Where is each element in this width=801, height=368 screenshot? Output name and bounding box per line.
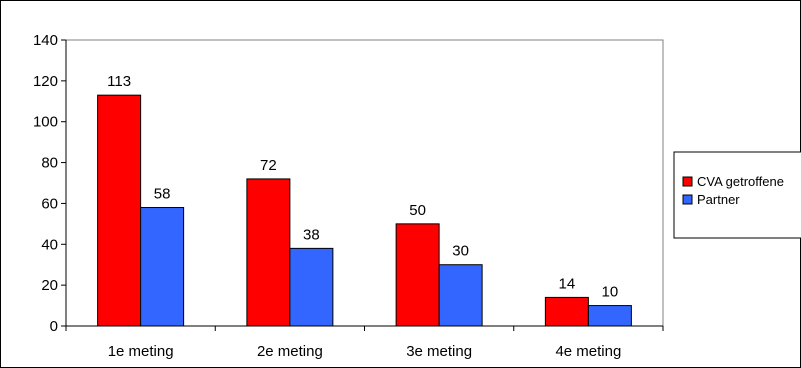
legend: CVA getroffene Partner <box>673 151 801 239</box>
data-label: 10 <box>602 284 619 301</box>
data-labels-layer: 113 72 50 14 58 38 30 10 <box>107 73 618 300</box>
bar <box>395 223 440 327</box>
data-label: 58 <box>154 186 171 203</box>
data-label: 14 <box>559 275 576 292</box>
axes-layer: 0 20 40 60 80 100 120 140 1e meting 2e meting 3e m… <box>33 32 664 360</box>
bar <box>246 178 291 327</box>
x-tick-label: 2e meting <box>257 343 323 360</box>
bar <box>97 94 142 327</box>
x-tick-label: 4e meting <box>555 343 621 360</box>
bar <box>289 247 334 327</box>
data-label: 38 <box>303 226 320 243</box>
y-tick-label: 100 <box>33 114 58 131</box>
y-tick-label: 120 <box>33 73 58 90</box>
legend-swatch <box>682 194 693 205</box>
y-tick-label: 140 <box>33 32 58 49</box>
x-tick-label: 1e meting <box>108 343 174 360</box>
data-label: 72 <box>260 157 277 174</box>
y-tick-label: 0 <box>50 318 58 335</box>
bar <box>438 264 483 327</box>
data-label: 30 <box>452 243 469 260</box>
bars-layer <box>97 94 632 327</box>
y-tick-label: 60 <box>41 195 58 212</box>
legend-box <box>673 151 801 239</box>
bar <box>544 296 589 327</box>
legend-label: CVA getroffene <box>697 174 784 189</box>
bar <box>587 305 632 327</box>
bar <box>140 207 185 327</box>
y-tick-label: 80 <box>41 155 58 172</box>
data-label: 50 <box>409 202 426 219</box>
x-tick-label: 3e meting <box>406 343 472 360</box>
legend-swatch <box>682 176 693 187</box>
data-label: 113 <box>107 73 131 90</box>
legend-label: Partner <box>697 192 740 207</box>
y-tick-label: 40 <box>41 236 58 253</box>
y-tick-label: 20 <box>41 277 58 294</box>
